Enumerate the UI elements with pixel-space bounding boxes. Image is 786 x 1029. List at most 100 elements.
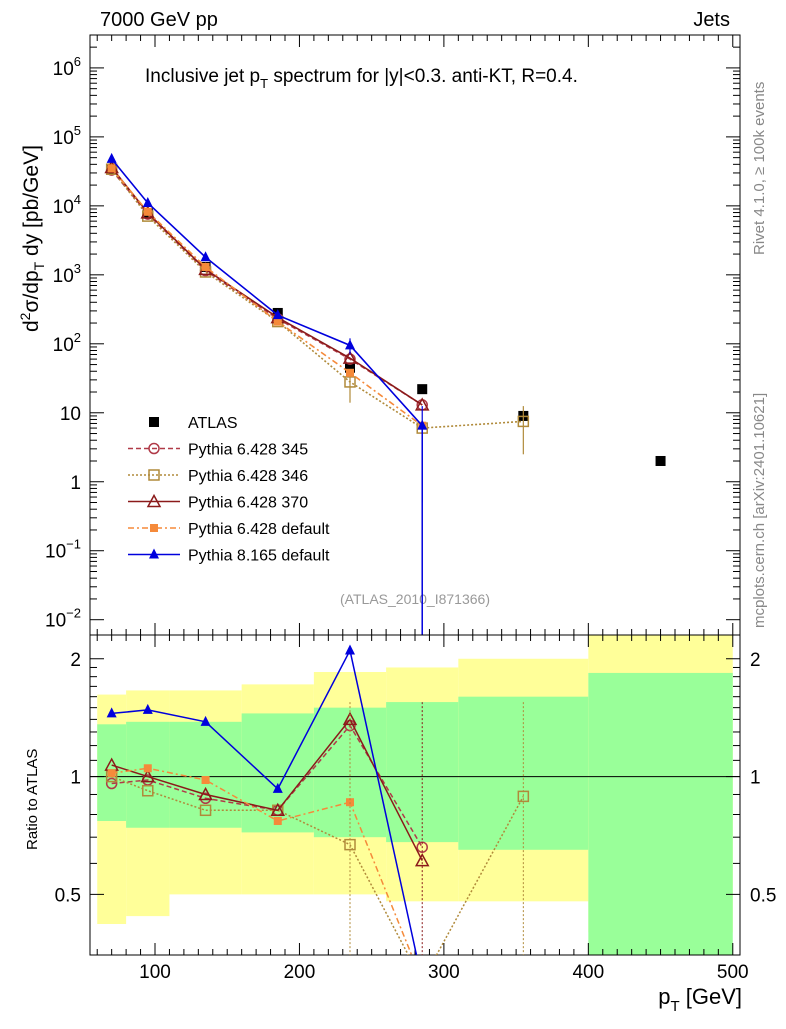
ratio-line [111, 648, 418, 955]
data-point [142, 197, 153, 208]
main-ytick-label: 105 [53, 123, 81, 149]
main-series-3 [104, 159, 430, 411]
legend-label: ATLAS [188, 415, 238, 432]
legend-marker [148, 469, 160, 481]
ratio-line [111, 717, 423, 861]
ratio-point [199, 804, 212, 817]
ratio-line [111, 724, 423, 848]
legend-marker [146, 493, 162, 508]
main-ytick-label: 10−2 [45, 606, 81, 632]
band-green [588, 672, 733, 955]
ratio-axes: 0.5 0.5 1 1 2 2 100 200 300 400 500 [55, 635, 776, 983]
main-ytick-label: 1 [70, 473, 81, 494]
data-point [345, 339, 355, 350]
ratio-xtick-label: 400 [572, 962, 604, 983]
legend-entry: Pythia 8.165 default [128, 548, 330, 565]
ratio-point [107, 769, 116, 778]
data-point [346, 368, 354, 377]
data-point [342, 350, 358, 364]
data-point [417, 384, 428, 395]
data-point [200, 251, 211, 262]
series-line [111, 169, 423, 406]
ratio-point [140, 768, 156, 783]
ratio-point [143, 764, 152, 773]
legend-label: Pythia 8.165 default [188, 548, 330, 565]
ratio-point [342, 711, 358, 726]
ratio-point [414, 853, 430, 867]
ratio-xtick-label: 500 [717, 962, 749, 983]
ratio-series [104, 644, 530, 955]
legend-entry: ATLAS [149, 415, 238, 432]
main-series-1 [105, 164, 428, 411]
data-point [201, 262, 210, 271]
ratio-ytick-label-right: 2 [750, 650, 761, 671]
data-point [143, 207, 152, 216]
ratio-xtick-label: 300 [428, 962, 460, 983]
ratio-point [273, 816, 282, 825]
ratio-ytick-label: 2 [70, 650, 81, 671]
ratio-point [200, 715, 211, 726]
legend-label: Pythia 6.428 370 [188, 495, 308, 512]
band-green [241, 713, 314, 833]
main-ytick-label: 104 [53, 192, 81, 218]
legend-entry: Pythia 6.428 370 [128, 493, 308, 512]
data-point [345, 362, 355, 373]
ratio-y-axis-label: Ratio to ATLAS [24, 749, 41, 850]
main-series-2 [105, 163, 530, 455]
legend-marker [149, 548, 159, 559]
main-plot-frame [89, 34, 741, 636]
data-point [106, 152, 117, 163]
ratio-point [142, 703, 153, 714]
side-label-mcplots: mcplots.cern.ch [arXiv:2401.10621] [751, 393, 768, 628]
series-line [111, 166, 423, 406]
main-y-axis-label: d2σ/dpT dy [pb/GeV] [17, 145, 47, 332]
main-series-4 [107, 164, 427, 430]
ratio-ytick-label-right: 0.5 [750, 885, 776, 906]
legend-label: Pythia 6.428 346 [188, 468, 308, 485]
header-energy: 7000 GeV pp [100, 9, 218, 31]
main-title: Inclusive jet pT spectrum for |y|<0.3. a… [145, 66, 578, 91]
ratio-ytick-label: 0.5 [55, 885, 81, 906]
legend-label: Pythia 6.428 default [188, 521, 330, 538]
ratio-point [105, 777, 118, 790]
ratio-series-4 [106, 644, 418, 955]
band-green [169, 721, 242, 828]
data-point [344, 376, 356, 388]
data-point [273, 317, 282, 326]
ratio-xtick-label: 100 [139, 962, 171, 983]
side-label-rivet: Rivet 4.1.0, ≥ 100k events [751, 82, 768, 255]
ratio-uncertainty-bands [97, 635, 733, 955]
ratio-point [345, 644, 355, 655]
data-point [107, 164, 116, 173]
ratio-point [272, 782, 283, 793]
main-ytick-label: 102 [53, 330, 81, 356]
series-line [111, 158, 423, 427]
legend-entry: Pythia 6.428 346 [128, 468, 308, 485]
main-series [104, 152, 666, 635]
main-ytick-label: 103 [53, 261, 81, 287]
ratio-line [111, 767, 413, 955]
data-point [517, 415, 530, 428]
main-ytick-label: 106 [53, 54, 81, 80]
ratio-point [142, 784, 154, 797]
data-point [272, 309, 283, 320]
legend-marker [150, 524, 158, 532]
ratio-ytick-label: 1 [70, 768, 81, 789]
legend: ATLAS Pythia 6.428 345 Pythia 6.428 346 Pyt… [128, 415, 330, 565]
legend-label: Pythia 6.428 345 [188, 442, 308, 459]
data-point [417, 419, 428, 430]
ratio-xtick-label: 200 [284, 962, 316, 983]
ratio-point [198, 786, 213, 801]
ratio-point [270, 802, 286, 817]
x-axis-label: pT [GeV] [658, 984, 742, 1015]
legend-marker [149, 417, 159, 427]
legend-entry: Pythia 6.428 345 [128, 442, 308, 459]
legend-entry: Pythia 6.428 default [128, 521, 330, 538]
analysis-watermark: (ATLAS_2010_I871366) [340, 591, 490, 607]
main-ytick-label: 10 [60, 404, 81, 425]
legend-marker [148, 442, 160, 455]
ratio-point [106, 707, 117, 718]
header-category: Jets [693, 9, 730, 31]
